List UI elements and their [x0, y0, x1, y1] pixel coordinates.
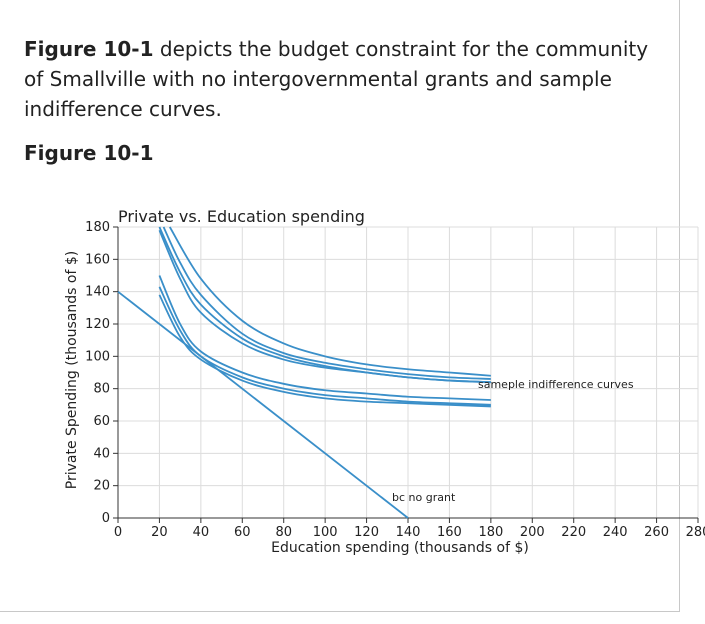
x-tick-label: 80: [275, 525, 292, 540]
y-tick-label: 140: [85, 285, 110, 300]
x-tick-label: 0: [114, 525, 122, 540]
chart: 0 20 40 60 80 100 120 140 160 180 200 220 240 260 280 0…: [64, 207, 705, 556]
x-tick-label: 260: [644, 525, 669, 540]
y-tick-label: 20: [93, 479, 110, 494]
x-tick-label: 40: [193, 525, 210, 540]
y-tick-label: 120: [85, 317, 110, 332]
y-tick-label: 60: [93, 414, 110, 429]
x-tick-label: 60: [234, 525, 251, 540]
y-tick-label: 100: [85, 349, 110, 364]
x-tick-label: 240: [603, 525, 628, 540]
y-tick-label: 80: [93, 382, 110, 397]
curves: [117, 226, 491, 519]
budget-constraint-label: bc no grant: [392, 491, 456, 504]
chart-title: Private vs. Education spending: [118, 207, 365, 226]
y-axis-label: Private Spending (thousands of $): [64, 251, 80, 489]
ticks: 0 20 40 60 80 100 120 140 160 180 200 220 240 260 280 0…: [85, 220, 705, 540]
content-frame: [0, 0, 680, 612]
indifference-curve: [169, 226, 491, 377]
x-tick-label: 100: [313, 525, 338, 540]
y-tick-label: 0: [102, 511, 110, 526]
indifference-curve: [158, 286, 491, 406]
x-tick-label: 120: [354, 525, 379, 540]
indifference-curve: [158, 294, 491, 408]
x-tick-label: 200: [520, 525, 545, 540]
indifference-curves-label: sameple indifference curves: [478, 378, 634, 391]
intro-paragraph: Figure 10-1 depicts the budget constrain…: [24, 34, 664, 124]
x-tick-label: 180: [478, 525, 503, 540]
y-tick-label: 180: [85, 220, 110, 235]
x-tick-label: 140: [396, 525, 421, 540]
y-tick-label: 160: [85, 252, 110, 267]
x-axis-label: Education spending (thousands of $): [271, 540, 529, 556]
x-tick-label: 160: [437, 525, 462, 540]
budget-constraint-line: [117, 290, 409, 519]
x-tick-label: 220: [561, 525, 586, 540]
grid: [117, 226, 699, 519]
indifference-curve: [158, 275, 491, 401]
y-tick-label: 40: [93, 446, 110, 461]
x-tick-label: 20: [151, 525, 168, 540]
indifference-curve: [162, 226, 491, 380]
indifference-curve: [158, 226, 491, 384]
intro-figure-ref: Figure 10-1: [24, 37, 154, 61]
figure-heading: Figure 10-1: [24, 141, 154, 165]
intro-text: depicts the budget constraint for the co…: [24, 37, 649, 121]
x-tick-label: 280: [686, 525, 705, 540]
